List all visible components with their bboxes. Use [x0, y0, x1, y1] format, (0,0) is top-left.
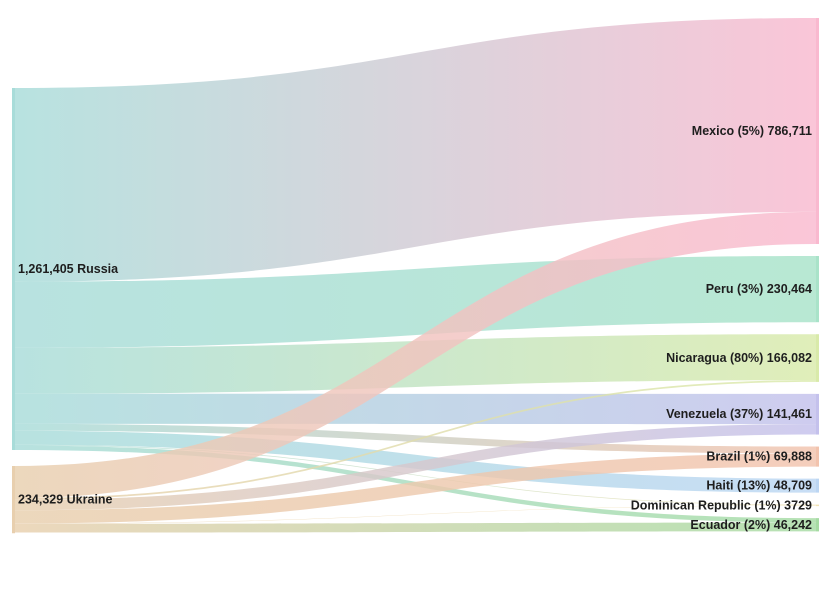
- target-label-peru: Peru (3%) 230,464: [706, 282, 812, 296]
- target-node-mexico: [816, 18, 819, 244]
- sankey-nodes: 1,261,405 Russia 234,329 Ukraine Mexico (5…: [12, 18, 819, 534]
- sankey-link-ukraine-nicaragua: [15, 380, 816, 500]
- target-node-venezuela: [816, 393, 819, 435]
- source-node-russia: [12, 88, 15, 450]
- target-label-haiti: Haiti (13%) 48,709: [706, 479, 812, 493]
- sankey-link-ukraine-dominican: [15, 505, 816, 524]
- sankey-link-ukraine-mexico: [15, 211, 816, 499]
- source-node-ukraine: [12, 466, 15, 534]
- target-label-mexico: Mexico (5%) 786,711: [692, 124, 812, 138]
- target-label-ecuador: Ecuador (2%) 46,242: [690, 518, 812, 532]
- target-label-nicaragua: Nicaragua (80%) 166,082: [666, 351, 812, 365]
- sankey-link-russia-dominican: [15, 444, 816, 506]
- sankey-link-russia-peru: [15, 256, 816, 348]
- target-node-brazil: [816, 446, 819, 467]
- sankey-link-russia-mexico: [15, 18, 816, 282]
- sankey-link-russia-venezuela: [15, 393, 816, 425]
- target-label-venezuela: Venezuela (37%) 141,461: [666, 407, 812, 421]
- target-node-nicaragua: [816, 334, 819, 382]
- target-node-haiti: [816, 478, 819, 493]
- sankey-link-ukraine-venezuela: [15, 424, 816, 511]
- source-label-russia: 1,261,405 Russia: [18, 262, 119, 276]
- target-label-brazil: Brazil (1%) 69,888: [706, 450, 812, 464]
- source-label-ukraine: 234,329 Ukraine: [18, 493, 113, 507]
- target-node-peru: [816, 256, 819, 323]
- sankey-link-ukraine-ecuador: [15, 522, 816, 533]
- sankey-link-ukraine-brazil: [15, 453, 816, 524]
- target-node-dominican: [816, 504, 819, 507]
- sankey-link-russia-brazil: [15, 423, 816, 454]
- sankey-links: [15, 18, 816, 533]
- target-node-ecuador: [816, 518, 819, 532]
- target-label-dominican: Dominican Republic (1%) 3729: [631, 498, 812, 512]
